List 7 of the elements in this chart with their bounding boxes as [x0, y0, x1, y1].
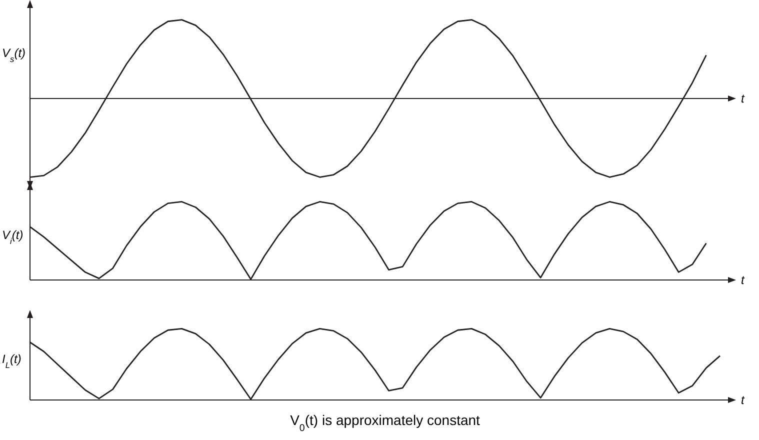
x-axis-title: t: [741, 393, 745, 407]
y-axis-title: V$_{s}$(t): [2, 46, 26, 64]
y-axis-title: V$_{i}$(t): [2, 228, 24, 246]
x-axis-title: t: [741, 91, 745, 106]
x-axis-title: t: [741, 273, 745, 287]
y-axis-title: I$_{L}$(t): [2, 352, 22, 370]
text: V$_{0}$(t) is approximately constant: [290, 412, 480, 434]
